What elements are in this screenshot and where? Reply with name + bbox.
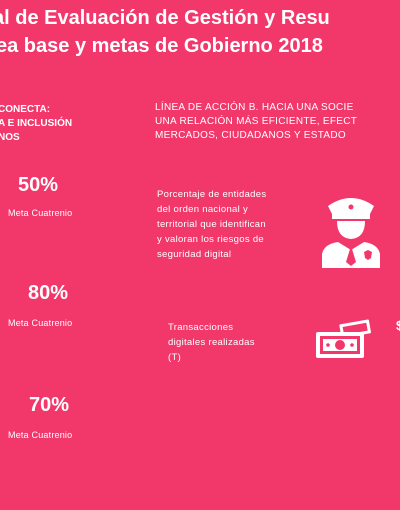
goal-value: 50% bbox=[18, 174, 59, 196]
right-heading-line: MERCADOS, CIUDADANOS Y ESTADO bbox=[155, 130, 346, 141]
title-line-1: al de Evaluación de Gestión y Resu bbox=[0, 7, 330, 29]
indicator-line: del orden nacional y bbox=[157, 204, 249, 215]
title-line-2: ea base y metas de Gobierno 2018 bbox=[0, 35, 323, 57]
indicator-line: Porcentaje de entidades bbox=[157, 189, 267, 200]
indicator-line: territorial que identifican bbox=[157, 219, 266, 230]
indicator-line: Transacciones bbox=[168, 322, 234, 333]
report-title: al de Evaluación de Gestión y Resu ea ba… bbox=[0, 4, 400, 60]
indicator-line: digitales realizadas bbox=[168, 337, 255, 348]
left-heading-line: CONECTA: bbox=[0, 104, 51, 115]
goal-label: Meta Cuatrenio bbox=[8, 318, 73, 328]
indicator-line: (T) bbox=[168, 352, 182, 363]
goal-label: Meta Cuatrenio bbox=[8, 208, 73, 218]
indicator-risk-assessment: Porcentaje de entidades del orden nacion… bbox=[157, 187, 307, 262]
right-column-heading: LÍNEA DE ACCIÓN B. HACIA UNA SOCIE UNA R… bbox=[155, 101, 400, 143]
right-heading-line: LÍNEA DE ACCIÓN B. HACIA UNA SOCIE bbox=[155, 102, 354, 113]
goal-value: 70% bbox=[29, 394, 70, 416]
indicator-line: seguridad digital bbox=[157, 249, 232, 260]
transaction-value-partial: $ bbox=[396, 318, 400, 333]
right-heading-line: UNA RELACIÓN MÁS EFICIENTE, EFECT bbox=[155, 116, 358, 127]
indicator-line: y valoran los riesgos de bbox=[157, 234, 265, 245]
goal-label: Meta Cuatrenio bbox=[8, 430, 73, 440]
money-bill-icon bbox=[316, 319, 371, 358]
left-heading-line: NOS bbox=[0, 132, 20, 143]
left-column-heading: CONECTA: A E INCLUSIÓN NOS bbox=[0, 103, 128, 145]
left-heading-line: A E INCLUSIÓN bbox=[0, 118, 73, 129]
indicator-digital-transactions: Transacciones digitales realizadas (T) bbox=[168, 320, 288, 365]
goal-value: 80% bbox=[28, 282, 69, 304]
police-officer-icon bbox=[322, 198, 380, 268]
